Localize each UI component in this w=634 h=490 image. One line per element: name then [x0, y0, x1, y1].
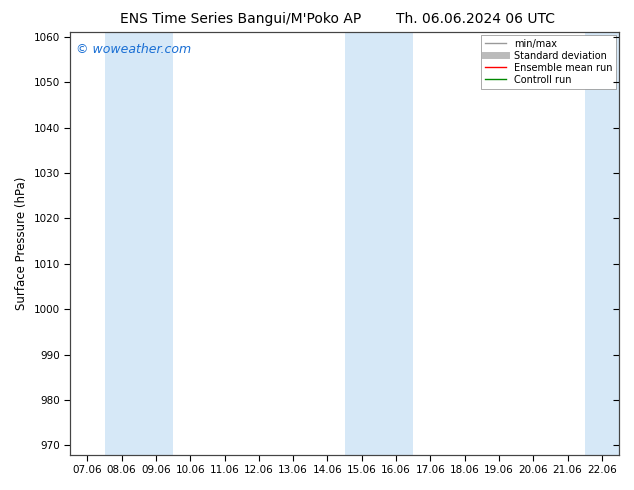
- Text: Th. 06.06.2024 06 UTC: Th. 06.06.2024 06 UTC: [396, 12, 555, 26]
- Bar: [345, 32, 413, 455]
- Y-axis label: Surface Pressure (hPa): Surface Pressure (hPa): [15, 177, 28, 310]
- Text: ENS Time Series Bangui/M'Poko AP: ENS Time Series Bangui/M'Poko AP: [120, 12, 361, 26]
- Legend: min/max, Standard deviation, Ensemble mean run, Controll run: min/max, Standard deviation, Ensemble me…: [481, 35, 616, 89]
- Text: © woweather.com: © woweather.com: [75, 43, 191, 56]
- Bar: [105, 32, 173, 455]
- Bar: [585, 32, 619, 455]
